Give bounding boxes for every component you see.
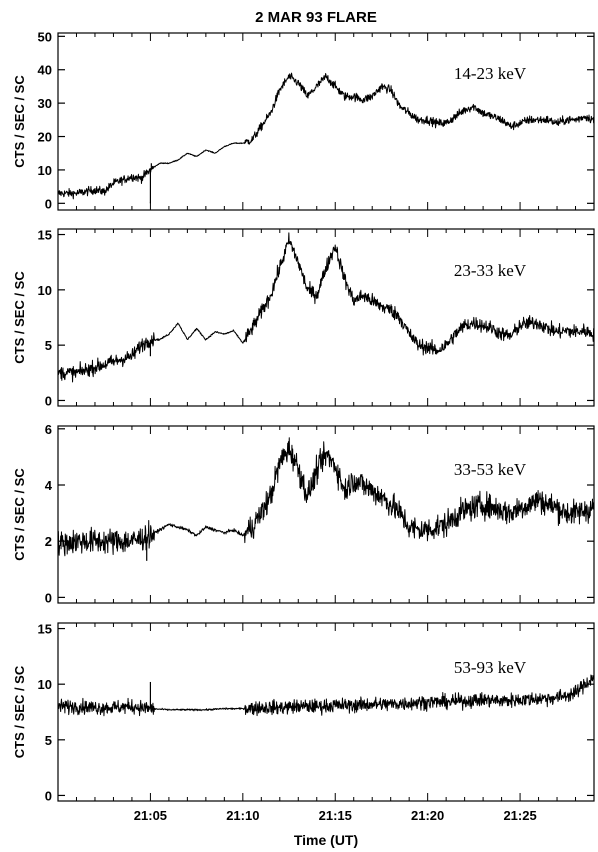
x-tick-label: 21:05	[134, 808, 167, 823]
panel-3-ylabel: CTS / SEC / SC	[12, 468, 27, 561]
y-tick-label: 20	[38, 130, 52, 145]
panel-2: CTS / SEC / SC 23-33 keV 0 5 10 15	[12, 228, 595, 408]
y-tick-label: 40	[38, 63, 52, 78]
panel-4-band-label: 53-93 keV	[454, 658, 527, 677]
panel-1-lightcurve	[57, 72, 595, 204]
y-tick-label: 0	[45, 590, 52, 605]
y-tick-label: 6	[45, 422, 52, 437]
panel-3-lightcurve	[57, 437, 595, 561]
x-tick-label: 21:10	[226, 808, 259, 823]
chart-title: 2 MAR 93 FLARE	[255, 9, 377, 26]
lightcurve-trace	[57, 674, 595, 717]
panel-3-band-label: 33-53 keV	[454, 460, 527, 479]
panel-4-lightcurve	[57, 674, 595, 717]
x-tick-label: 21:20	[411, 808, 444, 823]
x-axis-label: Time (UT)	[294, 832, 358, 848]
lightcurve-trace	[57, 72, 595, 200]
y-tick-label: 0	[45, 196, 52, 211]
panel-4-ticks: 0 5 10 15	[38, 622, 594, 803]
panel-1-ticks: 0 10 20 30 40 50	[38, 29, 594, 211]
panel-2-ylabel: CTS / SEC / SC	[12, 271, 27, 364]
lightcurve-trace	[57, 437, 595, 557]
panel-3: CTS / SEC / SC 33-53 keV 0 2 4 6	[12, 422, 595, 605]
lightcurve-trace	[57, 232, 595, 383]
y-tick-label: 0	[45, 788, 52, 803]
panel-2-frame	[57, 228, 595, 407]
panel-2-ticks: 0 5 10 15	[38, 228, 594, 408]
y-tick-label: 4	[45, 478, 53, 493]
panel-2-band-label: 23-33 keV	[454, 261, 527, 280]
panel-2-lightcurve	[57, 232, 595, 383]
y-tick-label: 10	[38, 677, 52, 692]
panel-4: CTS / SEC / SC 53-93 keV 0 5 10 15	[12, 622, 595, 803]
y-tick-label: 5	[45, 733, 52, 748]
panel-1: CTS / SEC / SC 14-23 keV 0 10 20 30 40 50	[12, 29, 595, 211]
y-tick-label: 10	[38, 283, 52, 298]
y-tick-label: 15	[38, 228, 52, 243]
panel-3-frame	[57, 425, 595, 604]
y-tick-label: 5	[45, 338, 52, 353]
panel-4-frame	[57, 622, 595, 802]
y-tick-label: 15	[38, 622, 52, 637]
y-tick-label: 50	[38, 29, 52, 44]
panel-1-ylabel: CTS / SEC / SC	[12, 75, 27, 168]
panel-1-band-label: 14-23 keV	[454, 64, 527, 83]
x-tick-label: 21:25	[503, 808, 536, 823]
panel-1-frame	[57, 32, 595, 211]
y-tick-label: 2	[45, 534, 52, 549]
x-axis-tick-labels: 21:05 21:10 21:15 21:20 21:25	[134, 808, 537, 823]
y-tick-label: 10	[38, 163, 52, 178]
panel-3-ticks: 0 2 4 6	[45, 422, 594, 605]
y-tick-label: 30	[38, 96, 52, 111]
panel-4-ylabel: CTS / SEC / SC	[12, 665, 27, 758]
y-tick-label: 0	[45, 393, 52, 408]
x-tick-label: 21:15	[319, 808, 352, 823]
